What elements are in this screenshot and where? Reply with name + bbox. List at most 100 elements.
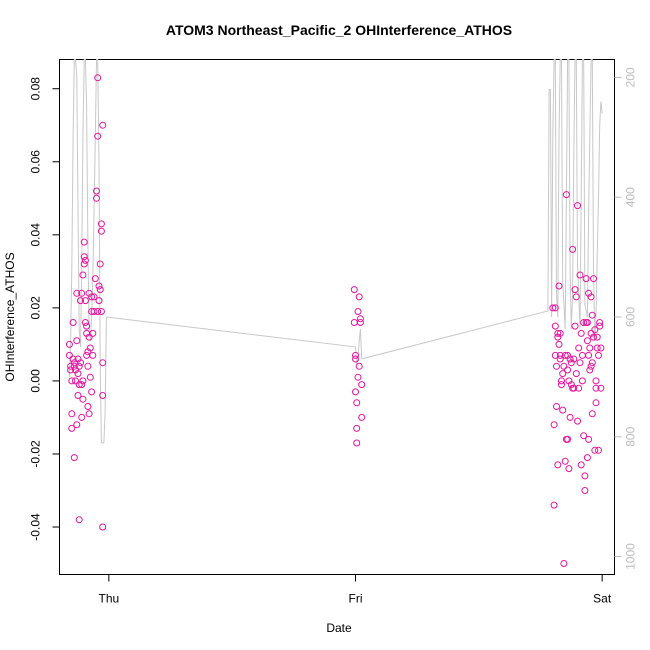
data-point-22 — [75, 362, 83, 370]
data-point-167 — [596, 319, 604, 326]
plot-frame — [59, 59, 615, 575]
data-point-157 — [590, 275, 597, 283]
data-point-0 — [65, 340, 73, 348]
data-point-119 — [566, 413, 574, 421]
data-point-75 — [352, 355, 359, 363]
scatter-series — [65, 74, 605, 567]
data-point-19 — [74, 370, 82, 378]
data-point-123 — [569, 245, 577, 253]
data-point-101 — [556, 329, 564, 337]
data-point-57 — [93, 194, 100, 202]
data-point-111 — [561, 457, 569, 465]
data-point-149 — [585, 435, 593, 443]
data-point-28 — [79, 395, 87, 403]
data-point-90 — [550, 501, 558, 509]
data-point-47 — [86, 373, 94, 381]
data-point-133 — [575, 344, 583, 352]
data-point-165 — [595, 446, 602, 454]
data-point-144 — [581, 487, 589, 494]
y-tick-label-1: -0.02 — [29, 440, 43, 468]
data-point-139 — [578, 351, 586, 359]
data-point-109 — [560, 560, 568, 567]
data-point-55 — [91, 275, 99, 283]
y-tick-label-6: 0.08 — [29, 77, 43, 101]
data-point-73 — [350, 319, 358, 326]
y2-tick-label-4: 1000 — [624, 543, 638, 570]
data-point-93 — [551, 351, 559, 359]
data-point-77 — [353, 399, 361, 407]
data-point-78 — [353, 424, 361, 432]
data-point-44 — [85, 410, 93, 418]
line-series — [68, 59, 603, 444]
data-point-120 — [566, 355, 574, 363]
data-point-168 — [596, 322, 604, 330]
data-point-79 — [353, 439, 361, 447]
data-point-134 — [575, 384, 583, 392]
data-point-126 — [570, 384, 578, 392]
data-point-153 — [587, 329, 595, 337]
x-tick-label-1: Fri — [349, 592, 363, 606]
data-point-53 — [90, 293, 98, 301]
left-y-axis: -0.04 -0.02 0.00 0.02 0.04 0.06 0.08 — [29, 77, 60, 541]
data-point-6 — [68, 377, 76, 385]
data-point-71 — [99, 392, 107, 399]
y-tick-label-0: -0.04 — [29, 513, 43, 541]
data-point-127 — [571, 322, 579, 330]
data-point-65 — [97, 220, 105, 228]
data-point-69 — [99, 359, 107, 367]
series-line — [68, 59, 603, 444]
data-point-104 — [558, 377, 565, 385]
data-point-49 — [88, 388, 96, 396]
data-point-67 — [97, 308, 105, 315]
data-point-35 — [81, 297, 89, 305]
data-point-138 — [577, 461, 585, 469]
data-point-88 — [549, 304, 557, 312]
data-point-36 — [81, 319, 89, 326]
data-point-91 — [551, 304, 559, 312]
data-point-103 — [556, 355, 564, 363]
data-point-94 — [553, 403, 560, 410]
data-point-175 — [583, 319, 591, 326]
data-point-80 — [354, 373, 362, 381]
data-point-163 — [593, 333, 601, 341]
data-point-169 — [597, 344, 605, 352]
data-point-72 — [350, 286, 358, 294]
data-point-174 — [585, 351, 593, 359]
data-point-92 — [551, 322, 559, 330]
data-point-106 — [559, 406, 567, 414]
data-point-151 — [586, 366, 594, 374]
data-point-108 — [560, 362, 568, 370]
data-point-1 — [65, 351, 73, 359]
data-point-143 — [581, 472, 589, 480]
data-point-118 — [565, 377, 573, 385]
data-point-34 — [81, 256, 89, 264]
data-point-146 — [582, 275, 590, 283]
data-point-81 — [354, 308, 362, 315]
y-tick-label-4: 0.04 — [29, 223, 43, 247]
data-point-23 — [77, 297, 84, 305]
data-point-152 — [586, 344, 594, 352]
data-point-61 — [95, 297, 103, 305]
data-point-62 — [95, 282, 103, 290]
data-point-166 — [595, 351, 602, 359]
data-point-161 — [592, 377, 600, 385]
data-point-37 — [83, 322, 91, 330]
data-point-171 — [592, 399, 600, 407]
data-point-25 — [78, 289, 86, 297]
data-point-26 — [78, 381, 86, 389]
data-point-114 — [564, 435, 572, 443]
data-point-87 — [358, 413, 366, 421]
y-axis-label: OHInterference_ATHOS — [3, 252, 17, 381]
data-point-141 — [580, 432, 588, 440]
data-point-173 — [587, 362, 595, 370]
data-point-8 — [69, 355, 77, 363]
data-point-105 — [558, 381, 565, 389]
data-point-156 — [588, 359, 596, 367]
data-point-24 — [77, 359, 84, 367]
data-point-45 — [85, 333, 93, 341]
y-tick-label-2: 0.00 — [29, 369, 43, 393]
data-point-155 — [588, 311, 596, 319]
data-point-136 — [576, 359, 584, 367]
data-point-131 — [574, 202, 581, 210]
data-point-27 — [78, 413, 86, 421]
